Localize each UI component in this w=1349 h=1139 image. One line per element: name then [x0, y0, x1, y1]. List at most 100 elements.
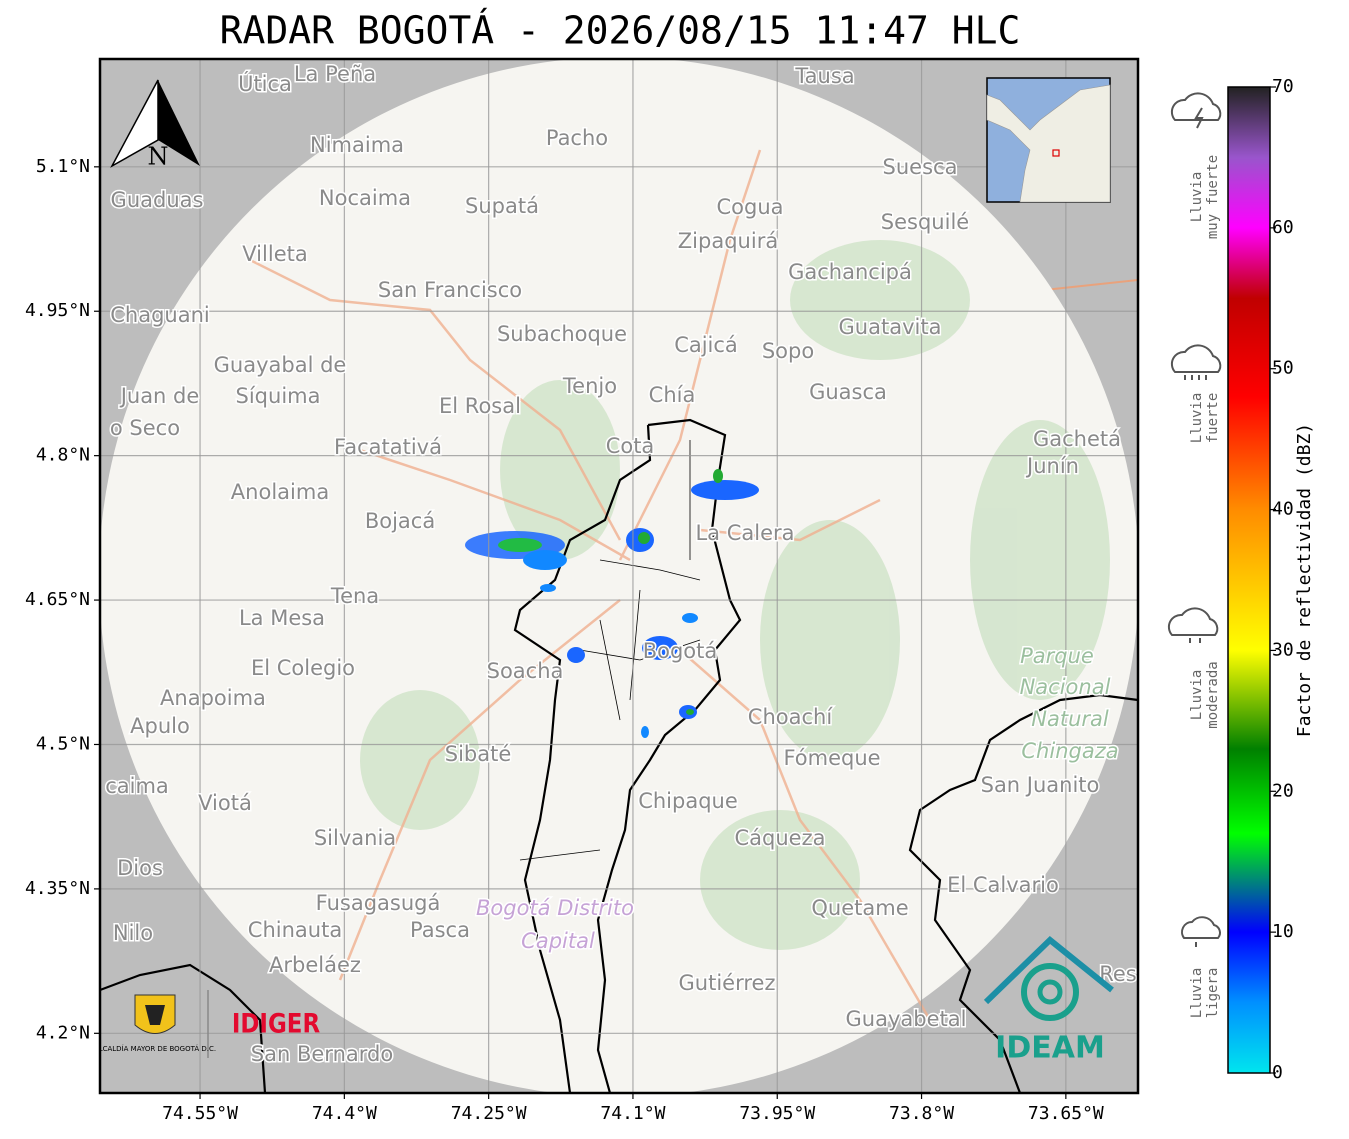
place-label: Chaguani	[110, 303, 210, 327]
place-label: Sopo	[762, 339, 814, 363]
x-tick-label: 74.1°W	[600, 1103, 665, 1124]
place-label: Choachí	[748, 705, 834, 729]
place-label: San Francisco	[378, 278, 522, 302]
idiger-logo: IDIGER	[232, 1008, 320, 1039]
place-label: Nocaima	[319, 186, 411, 210]
title: RADAR BOGOTÁ - 2026/08/15 11:47 HLC	[220, 9, 1021, 53]
alcaldia-text: ALCALDÍA MAYOR DE BOGOTÁ D.C.	[94, 1044, 216, 1053]
place-label: Gutiérrez	[679, 971, 776, 995]
colorbar-tick-label: 70	[1272, 76, 1294, 97]
place-label: Parque	[1020, 644, 1094, 668]
place-label: Anapoima	[160, 686, 266, 710]
place-label: Cota	[606, 434, 655, 458]
colorbar: Factor de reflectividad (dBZ) 0 10 20 30 40 5…	[1227, 76, 1315, 1083]
place-label: San Juanito	[981, 773, 1100, 797]
place-label: Suesca	[883, 155, 958, 179]
y-tick-label: 4.65°N	[25, 589, 90, 610]
map: Útica La Peña Tausa Pacho Nimaima Guaduas Noca…	[94, 59, 1138, 1093]
place-label: Tena	[330, 584, 379, 608]
inset-map	[986, 77, 1111, 203]
place-label: Supatá	[465, 194, 539, 218]
place-label: Juan de	[119, 384, 200, 408]
place-label: La Peña	[294, 62, 376, 86]
y-tick-label: 4.35°N	[25, 878, 90, 899]
y-tick-label: 4.5°N	[36, 733, 90, 754]
place-label: Anolaima	[231, 480, 329, 504]
rain-label-line: Lluvia	[1189, 172, 1205, 223]
place-label: Pacho	[546, 126, 608, 150]
place-label: Nilo	[113, 921, 153, 945]
place-label: Tenjo	[562, 374, 617, 398]
alcaldia-logo: ALCALDÍA MAYOR DE BOGOTÁ D.C.	[94, 990, 216, 1058]
radar-echoes	[465, 469, 759, 738]
place-label: La Mesa	[239, 606, 325, 630]
graticule	[100, 59, 1138, 1093]
place-label: Bogotá Distrito	[476, 896, 634, 920]
place-label: Guasca	[809, 380, 887, 404]
place-label: Síquima	[236, 384, 321, 408]
place-label: Chinauta	[248, 918, 342, 942]
place-label: Facatativá	[334, 435, 442, 459]
y-tick-label: 4.2°N	[36, 1022, 90, 1043]
place-label: Dios	[117, 856, 163, 880]
rain-label-line: Lluvia	[1189, 968, 1205, 1019]
rain-label: Lluvia moderada	[1189, 661, 1221, 728]
place-label: Guayabal de	[214, 353, 347, 377]
rain-label-line: ligera	[1205, 968, 1221, 1019]
place-label: Guatavita	[839, 315, 942, 339]
place-label: Útica	[238, 71, 292, 96]
place-label: Quetame	[811, 896, 908, 920]
place-label: La Calera	[695, 521, 794, 545]
place-label: Fusagasugá	[316, 891, 441, 915]
place-label: Capital	[521, 929, 595, 953]
place-label: Bojacá	[365, 509, 435, 533]
rain-label-line: Lluvia	[1189, 393, 1205, 444]
place-label: Nacional	[1020, 675, 1111, 699]
place-label: Cáqueza	[735, 826, 826, 850]
north-label: N	[148, 143, 169, 171]
colorbar-tick-label: 40	[1272, 499, 1294, 520]
x-tick-label: 73.8°W	[889, 1103, 954, 1124]
place-label: Sesquilé	[881, 210, 969, 234]
place-label: Arbeláez	[269, 953, 361, 977]
place-label: Chía	[649, 383, 696, 407]
place-label: Bogotá	[643, 639, 718, 663]
place-label: Subachoque	[497, 322, 627, 346]
place-label: El Calvario	[947, 873, 1059, 897]
place-label: o Seco	[110, 416, 180, 440]
colorbar-tick-label: 50	[1272, 358, 1294, 379]
roads	[249, 149, 932, 1021]
x-tick-label: 73.65°W	[1028, 1103, 1104, 1124]
rain-icons	[1167, 92, 1222, 947]
y-tick-label: 5.1°N	[36, 156, 90, 177]
place-label: Gachancipá	[788, 260, 912, 284]
rain-label: Lluvia muy fuerte	[1189, 155, 1221, 239]
place-label: Chipaque	[638, 789, 738, 813]
place-label: Gachetá	[1033, 427, 1121, 451]
place-labels: Útica La Peña Tausa Pacho Nimaima Guaduas Noca…	[104, 61, 1138, 1068]
place-label: Guayabetal	[846, 1007, 967, 1031]
place-label: El Colegio	[251, 656, 355, 680]
ideam-text: IDEAM	[995, 1031, 1105, 1066]
place-label: caima	[105, 774, 169, 798]
place-label: Soacha	[487, 659, 564, 683]
rain-label: Lluvia ligera	[1189, 968, 1221, 1019]
north-arrow: N	[110, 79, 200, 171]
colorbar-tick-label: 20	[1272, 780, 1294, 801]
axis-ticks: 74.55°W 74.4°W 74.25°W 74.1°W 73.95°W 73.8°W 7…	[25, 156, 1104, 1124]
place-label: Sibaté	[445, 742, 512, 766]
rain-label-line: moderada	[1205, 661, 1221, 728]
place-label: Villeta	[242, 242, 307, 266]
x-tick-label: 74.55°W	[162, 1103, 238, 1124]
rain-label-line: fuerte	[1205, 393, 1221, 444]
colorbar-tick-label: 0	[1272, 1062, 1283, 1083]
colorbar-tick-label: 30	[1272, 639, 1294, 660]
place-label: Tausa	[794, 64, 854, 88]
colorbar-tick-label: 10	[1272, 921, 1294, 942]
rain-label-line: Lluvia	[1189, 670, 1205, 721]
place-label: Silvania	[314, 826, 396, 850]
place-label: Apulo	[130, 714, 190, 738]
x-tick-label: 73.95°W	[739, 1103, 815, 1124]
y-tick-label: 4.95°N	[25, 300, 90, 321]
